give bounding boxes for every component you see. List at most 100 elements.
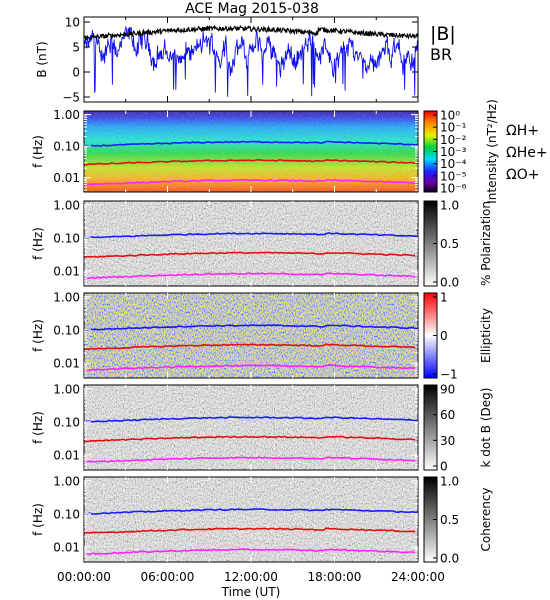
panel-intensity: 1.00 0.10 0.01 f (Hz): [31, 108, 419, 193]
colorbar-tick-label: 10⁻⁵: [440, 169, 467, 183]
colorbar-tick-label: 0.5: [440, 513, 459, 527]
colorbar-label: Ellipticity: [479, 308, 493, 363]
ytick-label: 1.00: [53, 474, 80, 488]
colorbar-tick-label: 10⁻³: [440, 145, 467, 159]
colorbar-label: % Polarization: [479, 201, 493, 286]
gyro-line-h: [83, 416, 419, 423]
legend-h-plus: ΩH+: [506, 123, 539, 139]
ylabel-f: f (Hz): [31, 135, 45, 168]
colorbar-tick-label: −1: [440, 368, 458, 382]
ylabel-f: f (Hz): [31, 319, 45, 352]
colorbar-tick-label: 0.5: [440, 237, 459, 251]
ytick-label: −5: [62, 91, 80, 105]
series-br-line: [83, 25, 419, 97]
gyro-line-o: [84, 548, 419, 555]
colorbar-k-dot-b: 90 60 30 0 k dot B (Deg): [423, 383, 493, 474]
ytick-label: 0.10: [53, 323, 80, 337]
xaxis-label: Time (UT): [221, 585, 281, 599]
ytick-label: 0.01: [53, 356, 80, 370]
legend-o-plus: ΩO+: [506, 167, 539, 183]
ytick-label: 0.10: [53, 507, 80, 521]
panel-ellipticity: 1.00 0.10 0.01 f (Hz): [31, 290, 419, 379]
colorbar-ellipticity: 1 0 −1 Ellipticity: [423, 291, 493, 382]
xtick-label: 06:00:00: [141, 570, 195, 584]
colorbar-tick-label: 0: [440, 329, 448, 343]
ytick-label: 1.00: [53, 290, 80, 304]
ytick-label: 0.01: [53, 540, 80, 554]
gyro-line-he: [83, 435, 419, 443]
panel-k-dot-b: 1.00 0.10 0.01 f (Hz): [31, 382, 419, 471]
ytick-label: 1.00: [53, 198, 80, 212]
heatmap-fill: [84, 385, 418, 470]
gyro-line-o: [83, 178, 419, 186]
colorbar-tick-label: 0.0: [440, 276, 459, 290]
ylabel-b: B (nT): [35, 41, 49, 77]
ytick-label: 0.01: [53, 448, 80, 462]
gyro-line-h: [83, 508, 419, 516]
colorbar-tick-label: 10⁻⁴: [440, 157, 467, 171]
heatmap-texture: [84, 111, 418, 192]
ytick-label: 0: [72, 66, 80, 80]
colorbar-polarization: 1.0 0.5 0.0 % Polarization: [423, 199, 493, 290]
ytick-label: 1.00: [53, 382, 80, 396]
legend-br: BR: [430, 45, 452, 64]
colorbar-tick-label: 30: [440, 434, 455, 448]
gyro-line-o: [83, 364, 419, 372]
xtick-label: 24:00:00: [391, 570, 445, 584]
colorbar-tick-label: 1: [440, 291, 448, 305]
ylabel-f: f (Hz): [31, 503, 45, 536]
colorbar-label: Intensity (nT²/Hz): [485, 99, 499, 204]
ytick-label: 0.10: [53, 231, 80, 245]
ytick-label: 5: [72, 41, 80, 55]
panel-coherency: 1.00 0.10 0.01 f (Hz): [31, 474, 419, 563]
panels: −5 0 5 10 B (nT) 1.00 0.10 0.01 f (Hz) 1.00 0.10 0.…: [31, 16, 419, 563]
panel-magnetic-field: −5 0 5 10 B (nT): [35, 16, 419, 105]
colorbar-tick-label: 90: [440, 383, 455, 397]
time-axis: 00:00:00 06:00:00 12:00:00 18:00:00 24:00:00…: [57, 570, 445, 599]
colorbar-tick-label: 10⁻⁶: [440, 182, 467, 196]
heatmap-fill: [84, 201, 418, 286]
xtick-label: 00:00:00: [57, 570, 111, 584]
heatmap-fill: [84, 477, 418, 562]
xtick-label: 18:00:00: [308, 570, 362, 584]
colorbar-tick-label: 10⁻¹: [440, 121, 467, 135]
gyro-line-o: [83, 272, 419, 280]
legend-he-plus: ΩHe+: [506, 145, 548, 161]
gyro-line-he: [83, 527, 418, 534]
chart-title: ACE Mag 2015-038: [185, 1, 319, 17]
gyro-line-he: [83, 343, 419, 351]
heatmap-fill: [84, 293, 418, 378]
colorbar-tick-label: 0.0: [440, 552, 459, 566]
gyro-line-o: [83, 456, 419, 463]
ylabel-f: f (Hz): [31, 227, 45, 260]
colorbar-tick-label: 1.0: [440, 199, 459, 213]
ytick-label: 0.01: [53, 264, 80, 278]
xtick-label: 12:00:00: [224, 570, 278, 584]
ytick-label: 0.10: [53, 140, 80, 154]
gyro-line-he: [83, 158, 419, 166]
colorbar-tick-label: 1.0: [440, 475, 459, 489]
colorbar-tick-label: 0: [440, 460, 448, 474]
ytick-label: 10: [65, 16, 80, 30]
ytick-label: 0.10: [53, 415, 80, 429]
ylabel-f: f (Hz): [31, 411, 45, 444]
colorbar-label: k dot B (Deg): [479, 388, 493, 468]
ytick-label: 1.00: [53, 108, 80, 122]
gyro-line-h: [83, 324, 418, 332]
ytick-label: 0.01: [53, 171, 80, 185]
legend-btotal: |B|: [430, 23, 456, 45]
gyro-line-h: [83, 232, 419, 240]
colorbar-coherency: 1.0 0.5 0.0 Coherency: [423, 475, 493, 566]
series-btotal-line: [83, 24, 419, 42]
gyro-line-he: [83, 251, 419, 259]
colorbar-tick-label: 10⁻²: [440, 133, 467, 147]
colorbar-label: Coherency: [479, 487, 493, 551]
panel-polarization: 1.00 0.10 0.01 f (Hz): [31, 198, 419, 287]
gyro-line-h: [83, 140, 419, 148]
legend: |B|BR ΩH+ ΩHe+ ΩO+: [430, 23, 548, 183]
colorbar-fill: [423, 384, 438, 471]
colorbar-tick-label: 10⁰: [440, 109, 460, 123]
